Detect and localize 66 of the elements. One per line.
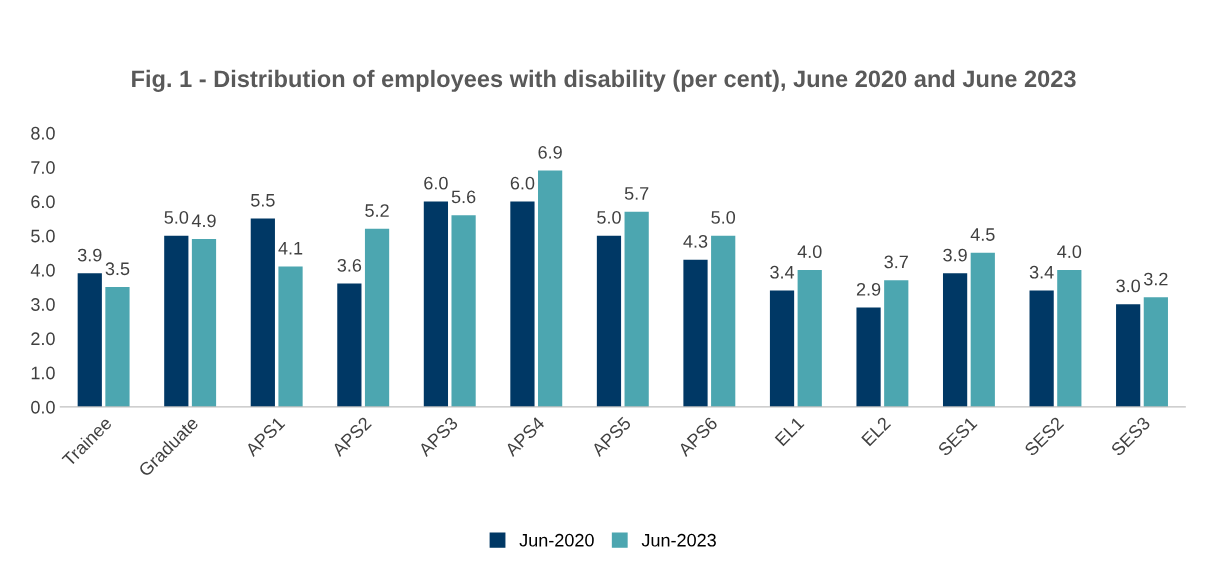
data-label: 4.5	[970, 228, 995, 241]
data-label: 5.0	[597, 210, 621, 224]
bar	[683, 259, 708, 407]
bar	[538, 170, 563, 407]
data-label: 3.9	[77, 248, 102, 262]
data-label: 6.0	[510, 176, 535, 190]
y-tick-label: 0.0	[31, 400, 55, 414]
bar	[711, 235, 736, 407]
x-tick-label: EL1	[774, 416, 805, 447]
bar	[970, 252, 995, 407]
data-label: 5.0	[164, 210, 189, 224]
data-label: 6.0	[424, 176, 448, 190]
data-label: 3.9	[943, 248, 967, 262]
bar	[364, 228, 390, 407]
bar	[105, 287, 130, 407]
data-label: 3.7	[884, 255, 908, 269]
bar	[250, 218, 275, 407]
data-label: 3.6	[337, 258, 362, 272]
bar	[77, 273, 102, 407]
data-label: 5.7	[624, 187, 649, 200]
bar	[337, 283, 362, 407]
bar	[797, 269, 822, 407]
bar	[1057, 269, 1082, 407]
bar	[164, 235, 189, 407]
data-label: 3.0	[1116, 279, 1141, 293]
data-label: 3.5	[105, 262, 130, 276]
y-tick-label: 2.0	[31, 332, 55, 346]
bar	[856, 307, 881, 407]
data-label: 5.6	[451, 190, 476, 204]
data-label: 5.0	[711, 210, 736, 224]
y-tick-label: 8.0	[31, 126, 55, 140]
data-label: 5.5	[251, 194, 275, 207]
y-tick-label: 7.0	[31, 161, 55, 174]
bar	[596, 235, 622, 407]
data-label: 3.2	[1143, 272, 1168, 286]
data-label: 3.4	[1029, 265, 1054, 279]
data-label: 4.3	[683, 234, 708, 248]
y-tick-label: 6.0	[31, 195, 55, 209]
bar	[278, 266, 303, 407]
data-label: 4.0	[1057, 245, 1082, 259]
bar	[624, 211, 649, 407]
y-tick-label: 5.0	[31, 229, 55, 243]
legend-label: Jun-2023	[641, 533, 716, 547]
data-label: 6.9	[538, 145, 562, 159]
data-label: 2.9	[856, 282, 881, 296]
bar	[884, 280, 909, 407]
bar	[423, 201, 449, 407]
data-label: 3.4	[770, 265, 795, 279]
data-label: 5.2	[365, 204, 389, 217]
data-label: 4.0	[797, 245, 822, 259]
data-label: 4.9	[191, 214, 216, 228]
data-label: 4.1	[278, 242, 303, 255]
bar	[191, 239, 217, 407]
x-tick-label: EL2	[861, 416, 892, 447]
y-tick-label: 1.0	[31, 366, 55, 380]
bar	[1029, 290, 1054, 407]
legend-label: Jun-2020	[519, 533, 594, 547]
bar	[1116, 304, 1141, 407]
chart-title: Fig. 1 - Distribution of employees with disability (per cent), June 2020 and June 2023	[132, 69, 1076, 92]
bar	[510, 201, 535, 407]
y-tick-label: 3.0	[31, 298, 55, 311]
y-tick-label: 4.0	[30, 263, 55, 277]
bar	[1143, 297, 1168, 407]
bar	[942, 273, 968, 407]
bar	[451, 215, 476, 407]
bar	[769, 290, 795, 407]
